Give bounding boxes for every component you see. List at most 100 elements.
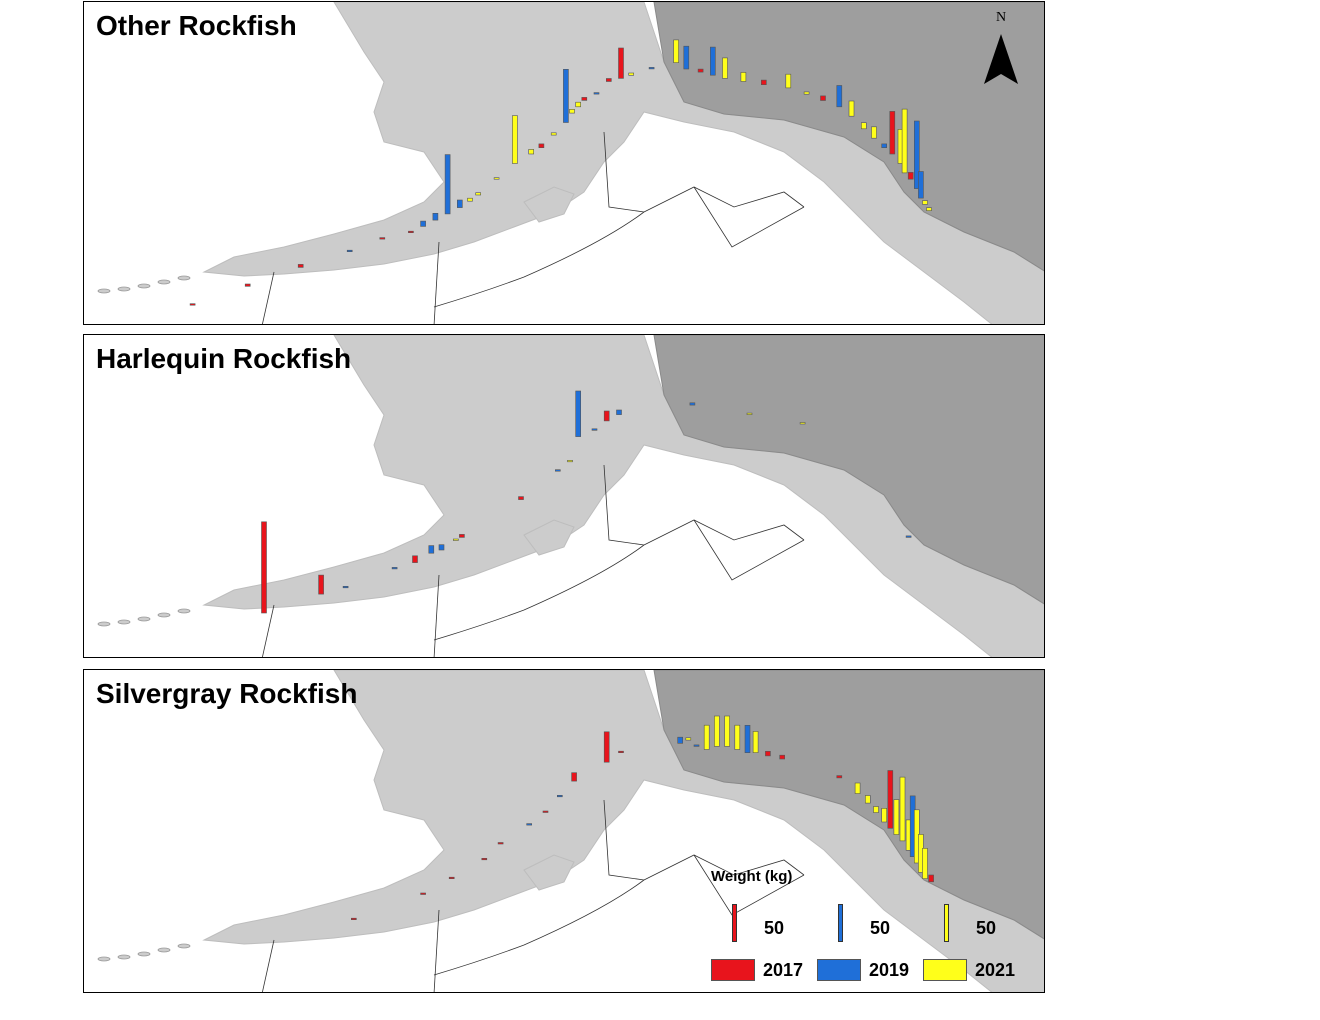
catch-bar-2021 (753, 731, 758, 752)
catch-bar-2019 (678, 737, 683, 743)
catch-bar-2017 (821, 96, 826, 101)
canada-landmass (654, 335, 1045, 605)
catch-bar-2017 (262, 522, 267, 613)
management-boundary (434, 575, 439, 658)
catch-bar-2021 (894, 800, 899, 835)
aleutian-island (98, 289, 110, 293)
catch-bar-2019 (594, 93, 599, 95)
catch-bar-2021 (629, 73, 634, 75)
catch-bar-2017 (519, 497, 524, 500)
catch-bar-2021 (714, 716, 719, 746)
catch-bar-2021 (468, 198, 473, 201)
catch-bar-2021 (570, 109, 575, 113)
catch-bar-2019 (576, 391, 581, 437)
catch-bar-2021 (529, 149, 534, 154)
catch-bar-2021 (576, 102, 581, 107)
aleutian-island (98, 622, 110, 626)
catch-bar-2017 (837, 776, 842, 778)
canada-landmass (654, 670, 1045, 940)
map-panel-other-rockfish: Other Rockfish N (83, 1, 1045, 325)
catch-bar-2021 (786, 74, 791, 88)
legend-year-2019: 2019 (869, 960, 909, 981)
legend-year-2021: 2021 (975, 960, 1015, 981)
catch-bar-2017 (498, 843, 503, 845)
catch-bar-2019 (684, 46, 689, 69)
legend-scale-label-2017: 50 (764, 918, 784, 939)
legend-year-2017: 2017 (763, 960, 803, 981)
catch-bar-2019 (690, 403, 695, 405)
catch-bar-2017 (539, 144, 544, 148)
catch-bar-2019 (347, 250, 352, 252)
catch-bar-2017 (890, 111, 895, 154)
catch-bar-2017 (543, 811, 548, 813)
catch-bar-2017 (604, 411, 609, 421)
catch-bar-2017 (482, 858, 487, 860)
catch-bar-2017 (929, 875, 934, 882)
catch-bar-2019 (710, 47, 715, 75)
catch-bar-2017 (190, 304, 195, 306)
catch-bar-2017 (572, 773, 577, 781)
catch-bar-2017 (319, 575, 324, 594)
aleutian-island (158, 613, 170, 617)
catch-bar-2021 (804, 92, 809, 94)
catch-bar-2017 (604, 732, 609, 762)
aleutian-island (138, 952, 150, 956)
panel-title: Other Rockfish (96, 10, 297, 42)
catch-bar-2017 (380, 238, 385, 240)
catch-bar-2019 (421, 221, 426, 226)
catch-bar-2021 (453, 539, 458, 541)
management-boundary (694, 855, 804, 915)
catch-bar-2017 (449, 877, 454, 879)
catch-bar-2019 (555, 470, 560, 472)
catch-bar-2017 (908, 172, 913, 179)
catch-bar-2017 (245, 284, 250, 286)
legend-scale-bar-2019 (838, 904, 843, 942)
catch-bar-2017 (408, 231, 413, 233)
panel-title: Silvergray Rockfish (96, 678, 357, 710)
management-boundary (434, 242, 439, 325)
catch-bar-2019 (649, 67, 654, 69)
catch-bar-2019 (617, 410, 622, 415)
catch-bar-2021 (800, 423, 805, 425)
land-layer (98, 335, 1045, 658)
management-boundary (434, 910, 439, 993)
panel-title: Harlequin Rockfish (96, 343, 351, 375)
legend-scale-bar-2017 (732, 904, 737, 942)
catch-bar-2019 (906, 536, 911, 538)
aleutian-island (138, 284, 150, 288)
map-canvas (84, 2, 1045, 325)
catch-bar-2021 (872, 127, 877, 138)
north-arrow: N (981, 10, 1031, 88)
catch-bar-2019 (429, 546, 434, 554)
catch-bar-2017 (582, 97, 587, 100)
catch-bar-2019 (694, 745, 699, 747)
aleutian-island (178, 944, 190, 948)
management-boundary (262, 940, 274, 993)
catch-bar-2021 (902, 109, 907, 173)
aleutian-island (118, 955, 130, 959)
catch-bar-2017 (606, 79, 611, 82)
catch-bar-2017 (413, 556, 418, 563)
catch-bar-2021 (704, 725, 709, 749)
legend-title: Weight (kg) (711, 868, 792, 885)
legend-swatch-2017 (711, 959, 755, 981)
catch-bar-2021 (882, 808, 887, 822)
aleutian-island (178, 276, 190, 280)
catch-bar-2021 (741, 72, 746, 81)
catch-bar-2019 (343, 586, 348, 588)
aleutian-island (138, 617, 150, 621)
catch-bar-2021 (865, 796, 870, 804)
catch-bar-2021 (494, 178, 499, 180)
catch-bar-2019 (457, 200, 462, 208)
catch-bar-2017 (698, 69, 703, 72)
catch-bar-2017 (298, 264, 303, 267)
management-boundary (694, 187, 804, 247)
catch-bar-2019 (527, 824, 532, 826)
catch-bar-2021 (900, 777, 905, 841)
catch-bar-2021 (568, 460, 573, 462)
aleutian-island (158, 948, 170, 952)
catch-bar-2019 (592, 429, 597, 431)
catch-bar-2019 (563, 69, 568, 122)
catch-bar-2017 (619, 751, 624, 753)
catch-bar-2021 (723, 58, 728, 79)
